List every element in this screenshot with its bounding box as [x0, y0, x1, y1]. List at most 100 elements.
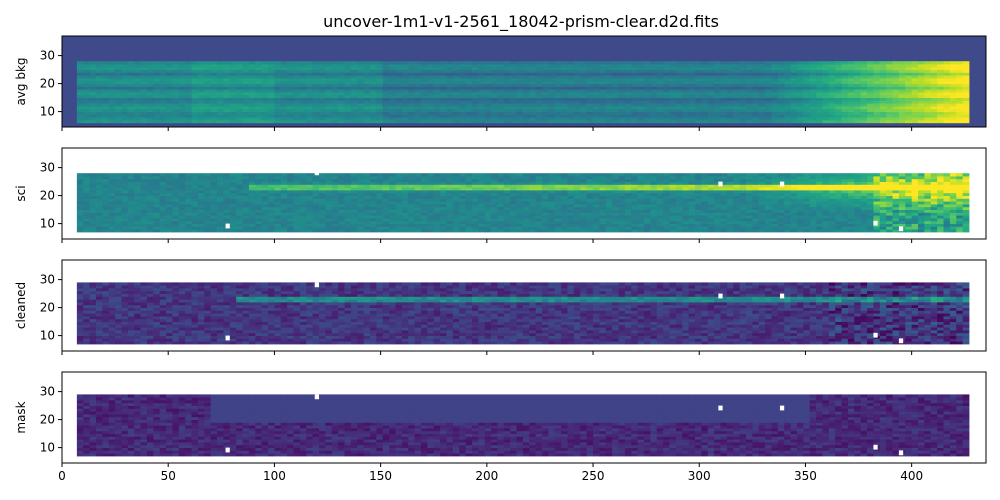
heatmap-cell — [694, 111, 702, 115]
heatmap-cell — [828, 120, 836, 124]
heatmap-cell — [522, 198, 530, 202]
heatmap-cell — [414, 100, 422, 104]
heatmap-cell — [822, 83, 830, 87]
heatmap-cell — [401, 198, 409, 202]
heatmap-cell — [484, 111, 492, 115]
heatmap-cell — [268, 176, 275, 180]
heatmap-cell — [809, 83, 817, 87]
heatmap-cell — [701, 100, 709, 104]
heatmap-cell — [382, 212, 390, 216]
heatmap-cell — [108, 86, 116, 90]
heatmap-cell — [204, 204, 212, 208]
heatmap-cell — [803, 83, 811, 87]
heatmap-cell — [529, 181, 537, 185]
heatmap-cell — [191, 94, 199, 98]
heatmap-cell — [542, 86, 549, 90]
heatmap-cell — [478, 66, 486, 70]
heatmap-cell — [115, 195, 122, 199]
heatmap-cell — [561, 69, 568, 73]
heatmap-cell — [484, 89, 492, 93]
heatmap-cell — [937, 61, 944, 65]
heatmap-cell — [580, 69, 588, 73]
heatmap-cell — [892, 61, 900, 65]
heatmap-cell — [76, 111, 84, 115]
heatmap-cell — [567, 64, 575, 68]
heatmap-cell — [446, 181, 454, 185]
heatmap-cell — [701, 69, 709, 73]
heatmap-cell — [401, 229, 409, 233]
heatmap-cell — [172, 100, 180, 104]
heatmap-cell — [918, 89, 925, 93]
heatmap-cell — [491, 111, 498, 115]
heatmap-cell — [350, 92, 358, 96]
heatmap-cell — [89, 114, 97, 118]
heatmap-cell — [350, 181, 358, 185]
heatmap-cell — [420, 173, 428, 177]
heatmap-cell — [522, 83, 530, 87]
heatmap-cell — [255, 100, 263, 104]
heatmap-cell — [248, 66, 256, 70]
heatmap-cell — [280, 201, 288, 205]
heatmap-cell — [420, 103, 428, 107]
heatmap-cell — [95, 111, 103, 115]
heatmap-cell — [433, 100, 441, 104]
heatmap-cell — [446, 61, 454, 65]
heatmap-cell — [159, 103, 167, 107]
heatmap-cell — [535, 64, 543, 68]
heatmap-cell — [140, 181, 148, 185]
heatmap-cell — [484, 178, 492, 182]
heatmap-cell — [503, 184, 511, 188]
heatmap-cell — [790, 92, 798, 96]
heatmap-cell — [389, 106, 396, 110]
heatmap-cell — [847, 83, 855, 87]
heatmap-cell — [293, 75, 301, 79]
heatmap-cell — [229, 106, 237, 110]
heatmap-cell — [306, 94, 314, 98]
heatmap-cell — [561, 190, 568, 194]
heatmap-cell — [656, 120, 664, 124]
heatmap-cell — [312, 89, 320, 93]
heatmap-cell — [217, 212, 224, 216]
heatmap-cell — [752, 89, 760, 93]
heatmap-cell — [363, 64, 371, 68]
heatmap-cell — [937, 72, 944, 76]
heatmap-cell — [745, 114, 753, 118]
heatmap-cell — [510, 111, 517, 115]
heatmap-cell — [758, 75, 766, 79]
heatmap-cell — [197, 108, 205, 112]
heatmap-cell — [510, 229, 517, 233]
heatmap-cell — [153, 176, 161, 180]
heatmap-cell — [943, 117, 951, 121]
heatmap-cell — [325, 69, 333, 73]
heatmap-cell — [675, 106, 683, 110]
heatmap-cell — [644, 92, 651, 96]
heatmap-cell — [108, 61, 116, 65]
heatmap-cell — [197, 204, 205, 208]
heatmap-cell — [172, 72, 180, 76]
heatmap-cell — [867, 61, 874, 65]
heatmap-cell — [516, 201, 524, 205]
heatmap-cell — [146, 69, 154, 73]
heatmap-cell — [331, 220, 339, 224]
heatmap-cell — [248, 220, 256, 224]
heatmap-cell — [255, 78, 263, 82]
heatmap-cell — [542, 178, 549, 182]
heatmap-cell — [185, 212, 192, 216]
heatmap-cell — [446, 184, 454, 188]
heatmap-cell — [580, 94, 588, 98]
heatmap-cell — [108, 69, 116, 73]
heatmap-cell — [822, 114, 830, 118]
heatmap-cell — [242, 114, 250, 118]
heatmap-cell — [535, 66, 543, 70]
heatmap-cell — [631, 212, 639, 216]
heatmap-cell — [644, 111, 651, 115]
heatmap-cell — [127, 108, 135, 112]
heatmap-cell — [561, 117, 568, 121]
heatmap-cell — [886, 78, 893, 82]
heatmap-cell — [510, 181, 517, 185]
heatmap-cell — [905, 75, 913, 79]
heatmap-cell — [739, 64, 747, 68]
heatmap-cell — [905, 61, 913, 65]
heatmap-cell — [650, 226, 658, 230]
